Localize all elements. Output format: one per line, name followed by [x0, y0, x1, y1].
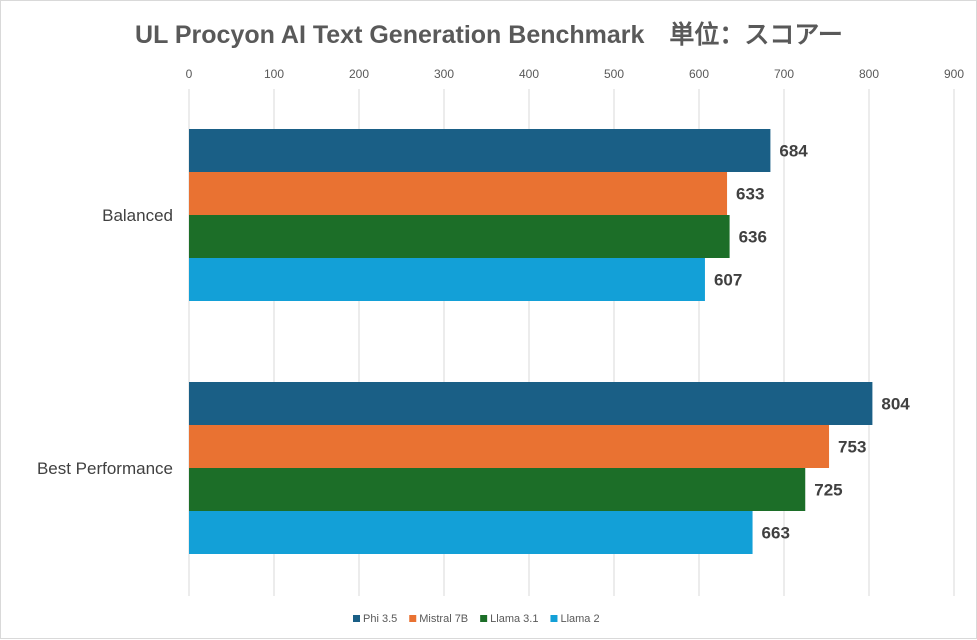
legend: Phi 3.5 Mistral 7B Llama 3.1 Llama 2 [353, 613, 600, 625]
x-axis-ticks: 0 100 200 300 400 500 600 700 800 900 [186, 67, 965, 81]
legend-label: Mistral 7B [419, 613, 468, 625]
data-label: 663 [762, 524, 790, 543]
legend-swatch [409, 615, 417, 622]
data-label: 636 [739, 228, 767, 247]
bar [189, 172, 728, 215]
x-tick-label: 300 [434, 67, 454, 81]
category-labels: Balanced Best Performance [37, 206, 173, 478]
data-label: 607 [714, 271, 742, 290]
bar [189, 382, 873, 425]
data-label: 684 [779, 142, 808, 161]
legend-label: Phi 3.5 [363, 613, 397, 625]
data-label: 804 [881, 395, 910, 414]
category-label: Best Performance [37, 459, 173, 478]
data-label: 725 [814, 481, 842, 500]
legend-swatch [550, 615, 558, 622]
x-tick-label: 900 [944, 67, 964, 81]
x-tick-label: 700 [774, 67, 794, 81]
bar [189, 468, 806, 511]
bars: 684 633 636 607 804 753 725 663 [189, 129, 910, 554]
bar [189, 511, 753, 554]
legend-label: Llama 2 [560, 613, 599, 625]
x-tick-label: 800 [859, 67, 879, 81]
bar [189, 215, 730, 258]
bar [189, 258, 705, 301]
x-tick-label: 200 [349, 67, 369, 81]
x-tick-label: 0 [186, 67, 193, 81]
x-tick-label: 100 [264, 67, 284, 81]
legend-swatch [480, 615, 488, 622]
legend-label: Llama 3.1 [490, 613, 538, 625]
x-tick-label: 400 [519, 67, 539, 81]
data-label: 633 [736, 185, 764, 204]
x-tick-label: 500 [604, 67, 624, 81]
data-label: 753 [838, 438, 866, 457]
bar [189, 425, 830, 468]
chart-title: UL Procyon AI Text Generation Benchmark … [135, 20, 843, 49]
bar [189, 129, 771, 172]
category-label: Balanced [102, 206, 173, 225]
legend-swatch [353, 615, 360, 622]
x-tick-label: 600 [689, 67, 709, 81]
